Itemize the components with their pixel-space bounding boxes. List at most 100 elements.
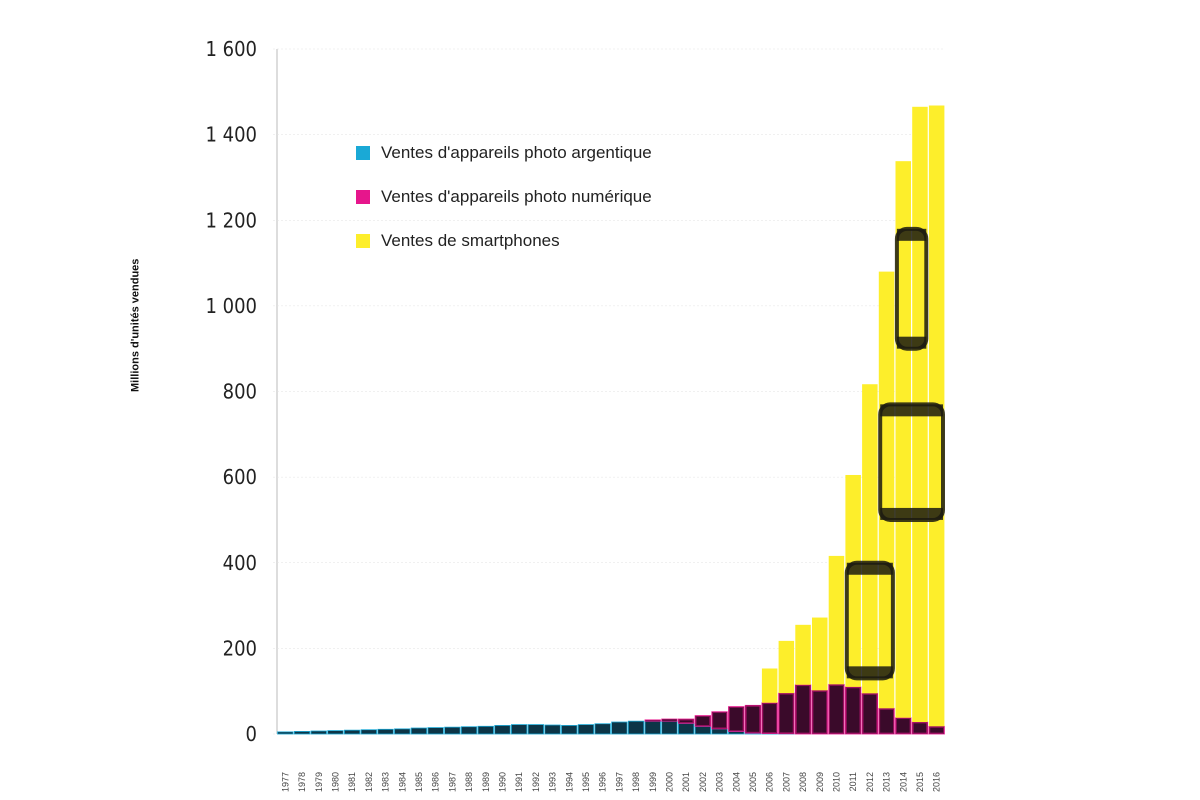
legend-item-film: Ventes d'appareils photo argentique [356,142,652,164]
x-tick-label: 2012 [865,772,875,792]
legend-item-smartphone: Ventes de smartphones [356,230,652,252]
x-tick-label: 1985 [414,772,424,792]
y-tick-label: 1 400 [206,123,258,147]
smartphone-bar [761,668,778,703]
digital-bar [761,702,778,734]
digital-bar [828,683,845,735]
film-bar [611,721,628,735]
digital-bar-outline [846,687,861,734]
x-tick-label: 1989 [481,772,491,792]
digital-bar [678,718,695,724]
legend-label-digital: Ventes d'appareils photo numérique [381,187,652,206]
x-tick-label: 2003 [715,772,725,792]
digital-bar-outline [912,722,928,734]
film-bar [661,720,678,735]
digital-bar-outline [896,718,911,734]
x-tick-label: 1981 [347,772,357,792]
legend-label-smartphone: Ventes de smartphones [381,231,560,250]
x-tick-label: 2005 [748,772,758,792]
x-tick-label: 1978 [297,772,307,792]
x-tick-label: 1986 [431,772,441,792]
film-bar [360,729,378,735]
x-tick-label: 1980 [330,772,340,792]
digital-bar-outline [829,685,844,734]
digital-bar-outline [695,716,710,726]
smartphone-bar [795,624,811,685]
x-tick-label: 2006 [765,772,775,792]
x-tick-label: 2004 [731,772,741,792]
x-tick-label: 1991 [514,772,524,792]
film-bar [293,731,311,735]
film-bar [627,720,645,735]
phone-bottom-band [896,336,927,349]
y-tick-label: 1 200 [206,208,258,232]
x-tick-label: 1983 [381,772,391,792]
digital-bar [661,718,678,722]
film-bar [678,722,695,735]
film-bar [527,724,544,735]
x-tick-label: 2002 [698,772,708,792]
y-tick-label: 400 [223,551,257,575]
phone-top-band [880,404,943,417]
y-tick-label: 600 [223,465,257,489]
x-tick-label: 1984 [397,772,407,792]
x-tick-label: 1993 [548,772,558,792]
x-tick-label: 2013 [882,772,892,792]
smartphone-bar [878,271,895,709]
film-bar [377,728,394,735]
phone-top-band [846,562,893,575]
x-tick-label: 2009 [815,772,825,792]
smartphone-bar [828,555,845,685]
film-bar [410,727,428,735]
digital-bar [644,719,661,722]
x-tick-label: 1977 [280,772,290,792]
digital-bar [895,717,912,735]
digital-bar-outline [745,706,761,733]
x-tick-label: 1997 [614,772,624,792]
x-tick-label: 1990 [497,772,507,792]
digital-bar-outline [679,719,694,723]
digital-bar [744,704,762,734]
x-tick-label: 1992 [531,772,541,792]
x-tick-label: 2014 [898,772,908,792]
film-bar [644,720,661,735]
y-axis: 0 200 400 600 800 1 000 1 200 1 400 1 600 [206,37,945,746]
phone-bottom-band [846,666,893,679]
x-tick-label: 1982 [364,772,374,792]
digital-bar [694,715,711,727]
digital-bar [845,686,862,735]
x-tick-label: 2010 [831,772,841,792]
film-bar [444,726,461,735]
y-axis-title: Millions d'unités vendues [129,258,142,392]
x-tick-label: 2000 [664,772,674,792]
film-bar [310,730,327,735]
digital-bar-outline [762,703,777,733]
y-tick-label: 0 [246,722,257,746]
x-tick-label: 2011 [848,772,858,791]
legend-item-digital: Ventes d'appareils photo numérique [356,186,652,208]
digital-bar [794,684,812,735]
film-bar [343,729,361,735]
smartphone-bar [778,640,795,694]
legend: Ventes d'appareils photo argentique Vent… [356,142,652,274]
x-tick-label: 1999 [648,772,658,792]
y-tick-label: 1 600 [206,37,258,61]
smartphone-bar [862,384,878,694]
x-tick-label: 2016 [932,772,942,792]
digital-bar [811,689,828,735]
x-tick-label: 1998 [631,772,641,792]
legend-swatch-film [356,146,370,160]
digital-bar-outline [929,726,944,734]
digital-bar-outline [729,707,744,731]
digital-bar-outline [795,685,811,734]
digital-bar-outline [779,693,794,734]
x-tick-label: 2015 [915,772,925,792]
digital-bar [711,711,728,730]
digital-bar [861,692,878,735]
digital-bar-outline [862,694,877,734]
x-tick-label: 2008 [798,772,808,792]
y-tick-label: 1 000 [206,294,258,318]
x-tick-label: 1988 [464,772,474,792]
x-tick-label: 1987 [447,772,457,792]
film-bar [694,725,711,735]
